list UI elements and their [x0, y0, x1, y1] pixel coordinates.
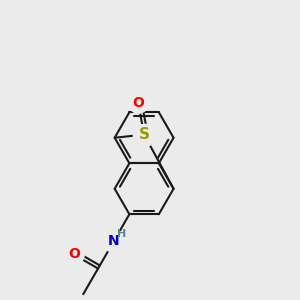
Text: O: O	[132, 96, 144, 110]
Text: O: O	[68, 248, 80, 262]
Text: H: H	[117, 229, 127, 239]
Text: S: S	[139, 127, 150, 142]
Text: N: N	[108, 234, 119, 248]
